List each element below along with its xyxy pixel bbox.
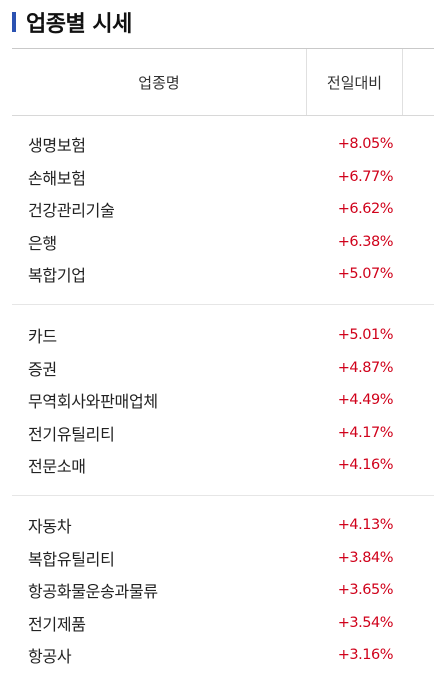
sector-group-3: 자동차 +4.13% 복합유틸리티 +3.84% 항공화물운송과물류 +3.65… [12,509,434,672]
table-row[interactable]: 건강관리기술 +6.62% [12,193,434,226]
sector-name[interactable]: 전기제품 [28,614,86,634]
sector-name[interactable]: 복합유틸리티 [28,549,115,569]
sector-name[interactable]: 생명보험 [28,136,86,156]
table-row[interactable]: 무역회사와판매업체 +4.49% [12,384,434,417]
sector-name[interactable]: 무역회사와판매업체 [28,392,158,412]
sector-change: +4.49% [337,392,394,409]
sector-name[interactable]: 항공사 [28,647,72,667]
sector-name[interactable]: 은행 [28,233,57,253]
sector-change: +6.38% [337,233,394,250]
sector-change: +5.01% [337,327,394,344]
table-row[interactable]: 전문소매 +4.16% [12,449,434,482]
sector-name[interactable]: 건강관리기술 [28,201,115,221]
table-row[interactable]: 은행 +6.38% [12,226,434,259]
sector-name[interactable]: 자동차 [28,517,72,537]
column-header-name[interactable]: 업종명 [12,49,307,115]
table-row[interactable]: 전기유틸리티 +4.17% [12,417,434,450]
table-row[interactable]: 항공사 +3.16% [12,639,434,672]
table-row[interactable]: 생명보험 +8.05% [12,128,434,161]
sector-change: +3.54% [337,614,394,631]
sector-name[interactable]: 전문소매 [28,457,86,477]
sector-name[interactable]: 항공화물운송과물류 [28,582,158,602]
sector-name[interactable]: 카드 [28,327,57,347]
table-row[interactable]: 손해보험 +6.77% [12,161,434,194]
table-row[interactable]: 자동차 +4.13% [12,509,434,542]
table-row[interactable]: 카드 +5.01% [12,319,434,352]
table-row[interactable]: 항공화물운송과물류 +3.65% [12,574,434,607]
sector-group-2: 카드 +5.01% 증권 +4.87% 무역회사와판매업체 +4.49% 전기유… [12,319,434,482]
group-divider [12,495,434,496]
sector-change: +4.13% [337,517,394,534]
sector-change: +6.77% [337,168,394,185]
sector-change: +6.62% [337,201,394,218]
group-divider [12,304,434,305]
sector-change: +5.07% [337,266,394,283]
sector-change: +4.17% [337,424,394,441]
sector-name[interactable]: 전기유틸리티 [28,424,115,444]
sector-change: +3.16% [337,647,394,664]
sector-group-1: 생명보험 +8.05% 손해보험 +6.77% 건강관리기술 +6.62% 은행… [12,128,434,291]
table-row[interactable]: 복합유틸리티 +3.84% [12,542,434,575]
sector-change: +3.65% [337,582,394,599]
table-row[interactable]: 증권 +4.87% [12,352,434,385]
table-row[interactable]: 복합기업 +5.07% [12,258,434,291]
sector-name[interactable]: 복합기업 [28,266,86,286]
sector-change: +4.16% [337,457,394,474]
section-title-bar: 업종별 시세 [12,6,132,38]
title-accent-mark [12,12,16,32]
column-header-change[interactable]: 전일대비 [307,49,403,115]
sector-change: +8.05% [337,136,394,153]
table-row[interactable]: 전기제품 +3.54% [12,607,434,640]
table-header: 업종명 전일대비 [12,48,434,116]
page-title: 업종별 시세 [26,12,132,37]
sector-change: +3.84% [337,549,394,566]
sector-name[interactable]: 증권 [28,359,57,379]
sector-change: +4.87% [337,359,394,376]
sector-name[interactable]: 손해보험 [28,168,86,188]
